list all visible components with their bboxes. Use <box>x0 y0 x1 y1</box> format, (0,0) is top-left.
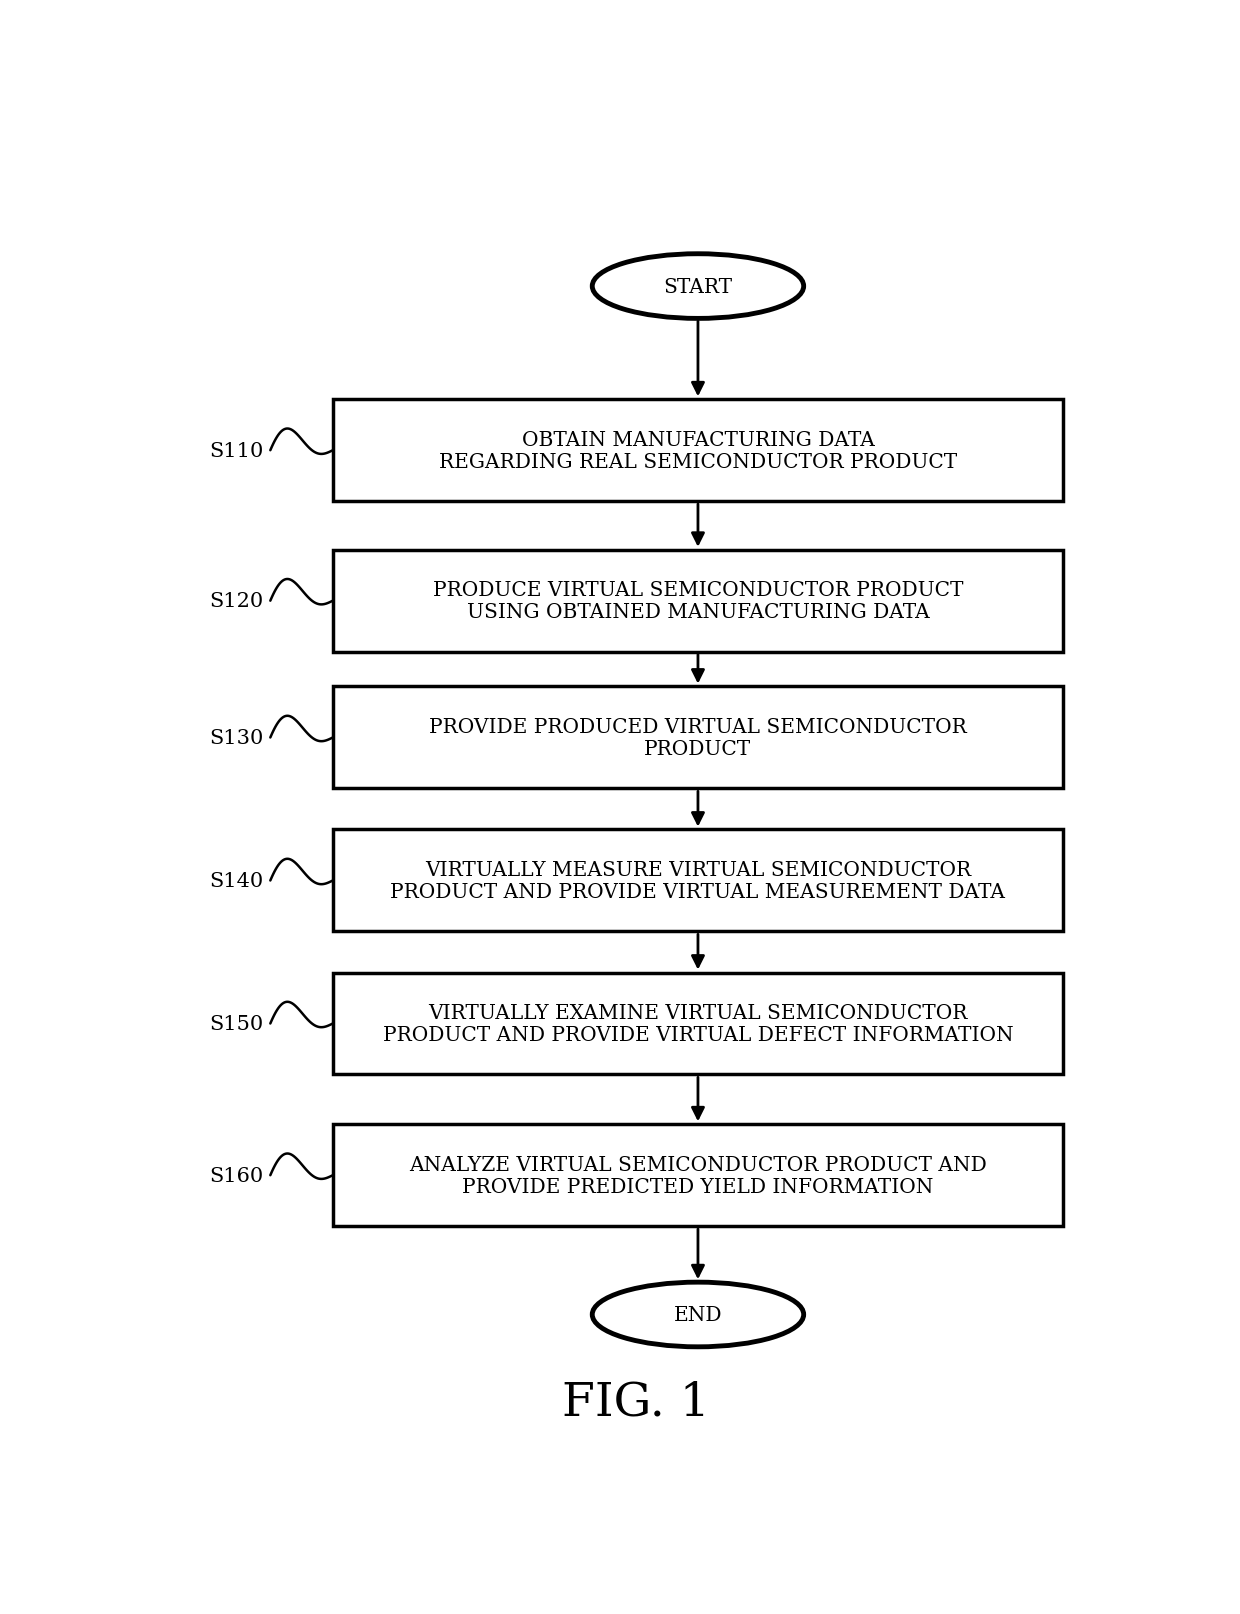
Text: S140: S140 <box>210 872 264 891</box>
FancyBboxPatch shape <box>332 973 1063 1075</box>
Text: S120: S120 <box>210 592 264 610</box>
Ellipse shape <box>593 1283 804 1348</box>
Text: PROVIDE PRODUCED VIRTUAL SEMICONDUCTOR
PRODUCT: PROVIDE PRODUCED VIRTUAL SEMICONDUCTOR P… <box>429 718 967 759</box>
FancyBboxPatch shape <box>332 400 1063 502</box>
FancyBboxPatch shape <box>332 830 1063 931</box>
Text: FIG. 1: FIG. 1 <box>562 1378 709 1424</box>
Text: S130: S130 <box>210 728 264 747</box>
Text: PRODUCE VIRTUAL SEMICONDUCTOR PRODUCT
USING OBTAINED MANUFACTURING DATA: PRODUCE VIRTUAL SEMICONDUCTOR PRODUCT US… <box>433 581 963 621</box>
Text: S150: S150 <box>210 1014 264 1033</box>
Text: END: END <box>673 1306 722 1323</box>
FancyBboxPatch shape <box>332 1125 1063 1227</box>
Ellipse shape <box>593 255 804 320</box>
FancyBboxPatch shape <box>332 688 1063 789</box>
Text: ANALYZE VIRTUAL SEMICONDUCTOR PRODUCT AND
PROVIDE PREDICTED YIELD INFORMATION: ANALYZE VIRTUAL SEMICONDUCTOR PRODUCT AN… <box>409 1156 987 1196</box>
Text: S110: S110 <box>210 442 264 460</box>
Text: VIRTUALLY MEASURE VIRTUAL SEMICONDUCTOR
PRODUCT AND PROVIDE VIRTUAL MEASUREMENT : VIRTUALLY MEASURE VIRTUAL SEMICONDUCTOR … <box>391 860 1006 902</box>
Text: S160: S160 <box>210 1165 264 1185</box>
Text: OBTAIN MANUFACTURING DATA
REGARDING REAL SEMICONDUCTOR PRODUCT: OBTAIN MANUFACTURING DATA REGARDING REAL… <box>439 431 957 471</box>
FancyBboxPatch shape <box>332 550 1063 652</box>
Text: START: START <box>663 278 733 297</box>
Text: VIRTUALLY EXAMINE VIRTUAL SEMICONDUCTOR
PRODUCT AND PROVIDE VIRTUAL DEFECT INFOR: VIRTUALLY EXAMINE VIRTUAL SEMICONDUCTOR … <box>383 1004 1013 1044</box>
